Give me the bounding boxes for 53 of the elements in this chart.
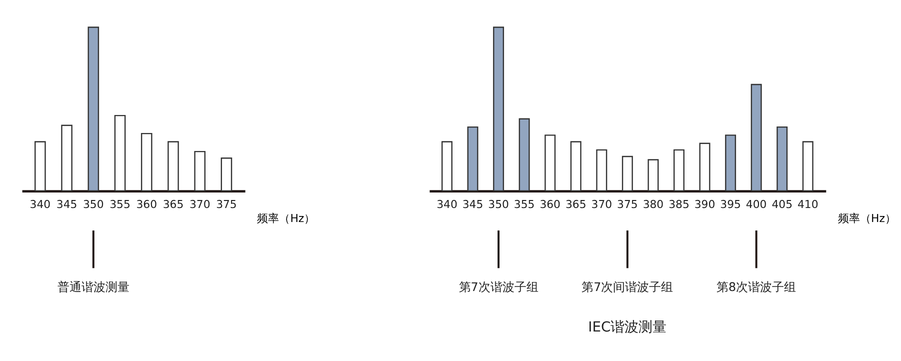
x-tick-label: 395 (720, 198, 741, 212)
x-tick-label: 375 (617, 198, 638, 212)
annotation: 第7次间谐波子组 (582, 280, 674, 294)
bar (194, 150, 206, 192)
bar (776, 126, 788, 192)
bar (802, 141, 814, 192)
bar (622, 156, 633, 192)
x-tick-label: 400 (746, 198, 767, 212)
x-tick-label: 340 (30, 198, 51, 212)
x-tick-label: 390 (694, 198, 716, 212)
text: IEC谐波测量 (588, 320, 667, 336)
bar (220, 158, 232, 192)
x-tick-label: 340 (436, 198, 458, 212)
bar (570, 141, 582, 192)
annotation: 第7次谐波子组 (458, 280, 538, 294)
bar (467, 126, 478, 192)
x-axis-title: 频率（Hz） (838, 212, 896, 226)
bar (648, 159, 659, 192)
bar (493, 26, 504, 192)
x-tick-label: 375 (216, 198, 237, 212)
annotation: 普通谐波测量 (57, 280, 130, 294)
x-tick-label: 380 (642, 198, 664, 212)
annotation: 第8次谐波子组 (716, 280, 796, 294)
x-tick-label: 365 (565, 198, 586, 212)
bar (441, 141, 452, 192)
x-tick-label: 365 (162, 198, 184, 212)
bar (168, 141, 179, 192)
bar (140, 132, 152, 192)
bar (673, 149, 684, 192)
bar (114, 114, 126, 192)
x-tick-label: 345 (56, 198, 78, 212)
x-tick-label: 355 (514, 198, 535, 212)
x-axis-title: 频率（Hz） (257, 212, 316, 226)
bar (544, 134, 556, 192)
x-tick-label: 350 (488, 198, 509, 212)
x-tick-label: 410 (797, 198, 818, 212)
bar (596, 149, 608, 192)
x-tick-label: 360 (540, 198, 561, 212)
bar (34, 141, 46, 192)
x-tick-label: 405 (772, 198, 792, 212)
x-tick-label: 360 (136, 198, 158, 212)
bar (61, 124, 72, 192)
bar (725, 134, 736, 192)
x-tick-label: 385 (668, 198, 690, 212)
bar (750, 84, 762, 192)
bar (699, 142, 710, 192)
x-tick-label: 370 (591, 198, 612, 212)
x-tick-label: 345 (462, 198, 484, 212)
x-tick-label: 370 (189, 198, 210, 212)
x-tick-label: 350 (83, 198, 104, 212)
bar (88, 26, 100, 192)
bar (518, 118, 530, 192)
x-tick-label: 355 (110, 198, 130, 212)
